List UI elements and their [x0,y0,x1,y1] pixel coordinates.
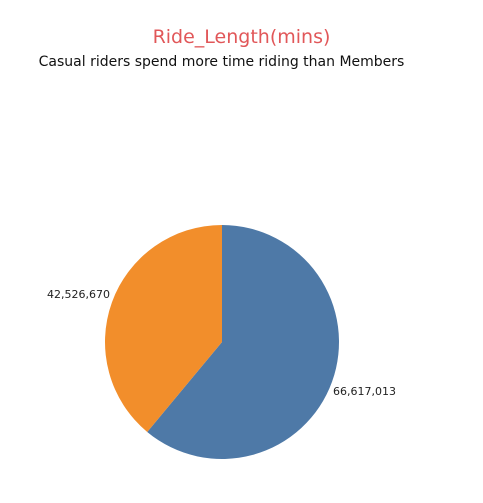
pie-slice-label-0: 66,617,013 [333,385,396,398]
pie-slice-label-1: 42,526,670 [47,288,110,301]
pie-slice-0 [147,225,339,460]
chart-title: Ride_Length(mins) [152,26,331,48]
chart-subtitle: Casual riders spend more time riding tha… [38,54,405,70]
pie-slice-1 [104,225,222,432]
